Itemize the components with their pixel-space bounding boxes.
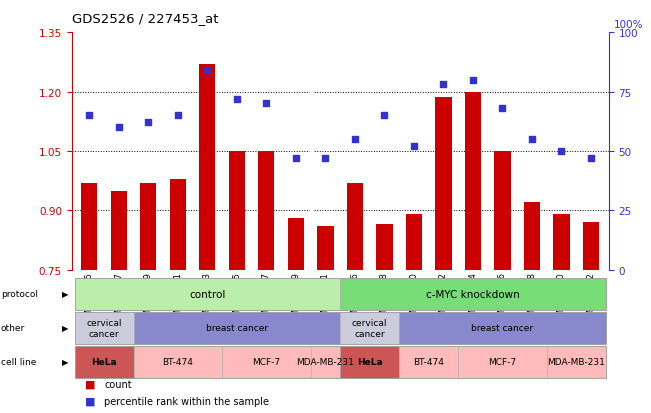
Bar <box>111 191 127 413</box>
Bar <box>494 152 510 413</box>
Bar <box>170 179 186 413</box>
Bar <box>81 183 98 413</box>
Text: percentile rank within the sample: percentile rank within the sample <box>104 396 269 406</box>
Text: HeLa: HeLa <box>91 358 117 366</box>
Bar <box>436 98 452 413</box>
Bar <box>140 183 156 413</box>
Text: MDA-MB-231: MDA-MB-231 <box>296 358 354 366</box>
Bar <box>229 152 245 413</box>
Point <box>379 113 389 119</box>
Bar <box>199 65 215 413</box>
Point <box>467 77 478 84</box>
Text: control: control <box>189 289 225 299</box>
Text: count: count <box>104 379 132 389</box>
Text: BT-474: BT-474 <box>162 358 193 366</box>
Text: 100%: 100% <box>615 20 644 30</box>
Point <box>232 96 242 103</box>
Text: other: other <box>1 324 25 332</box>
Point <box>291 155 301 162</box>
Point <box>409 144 419 150</box>
Point <box>350 136 360 143</box>
Text: protocol: protocol <box>1 290 38 299</box>
Point <box>84 113 94 119</box>
Point <box>497 106 508 112</box>
Point <box>556 148 566 155</box>
Point <box>202 68 213 74</box>
Point <box>586 155 596 162</box>
Text: breast cancer: breast cancer <box>206 324 268 332</box>
Bar <box>583 223 599 413</box>
Text: BT-474: BT-474 <box>413 358 444 366</box>
Text: MDA-MB-231: MDA-MB-231 <box>547 358 605 366</box>
Bar <box>406 215 422 413</box>
Text: MCF-7: MCF-7 <box>488 358 516 366</box>
Bar <box>524 203 540 413</box>
Point <box>261 101 271 107</box>
Point <box>438 82 449 88</box>
Bar <box>317 227 333 413</box>
Text: ■: ■ <box>85 379 95 389</box>
Text: ▶: ▶ <box>62 290 68 299</box>
Text: breast cancer: breast cancer <box>471 324 534 332</box>
Point <box>527 136 537 143</box>
Bar <box>553 215 570 413</box>
Text: cell line: cell line <box>1 358 36 366</box>
Text: ▶: ▶ <box>62 324 68 332</box>
Text: ▶: ▶ <box>62 358 68 366</box>
Point <box>143 120 154 126</box>
Text: ■: ■ <box>85 396 95 406</box>
Text: MCF-7: MCF-7 <box>253 358 281 366</box>
Text: cervical
cancer: cervical cancer <box>87 318 122 338</box>
Bar <box>376 225 393 413</box>
Text: c-MYC knockdown: c-MYC knockdown <box>426 289 519 299</box>
Bar <box>347 183 363 413</box>
Bar <box>465 93 481 413</box>
Point <box>173 113 183 119</box>
Text: HeLa: HeLa <box>357 358 383 366</box>
Bar <box>288 219 304 413</box>
Text: cervical
cancer: cervical cancer <box>352 318 387 338</box>
Point <box>320 155 331 162</box>
Point <box>114 125 124 131</box>
Bar <box>258 152 275 413</box>
Text: GDS2526 / 227453_at: GDS2526 / 227453_at <box>72 12 218 25</box>
